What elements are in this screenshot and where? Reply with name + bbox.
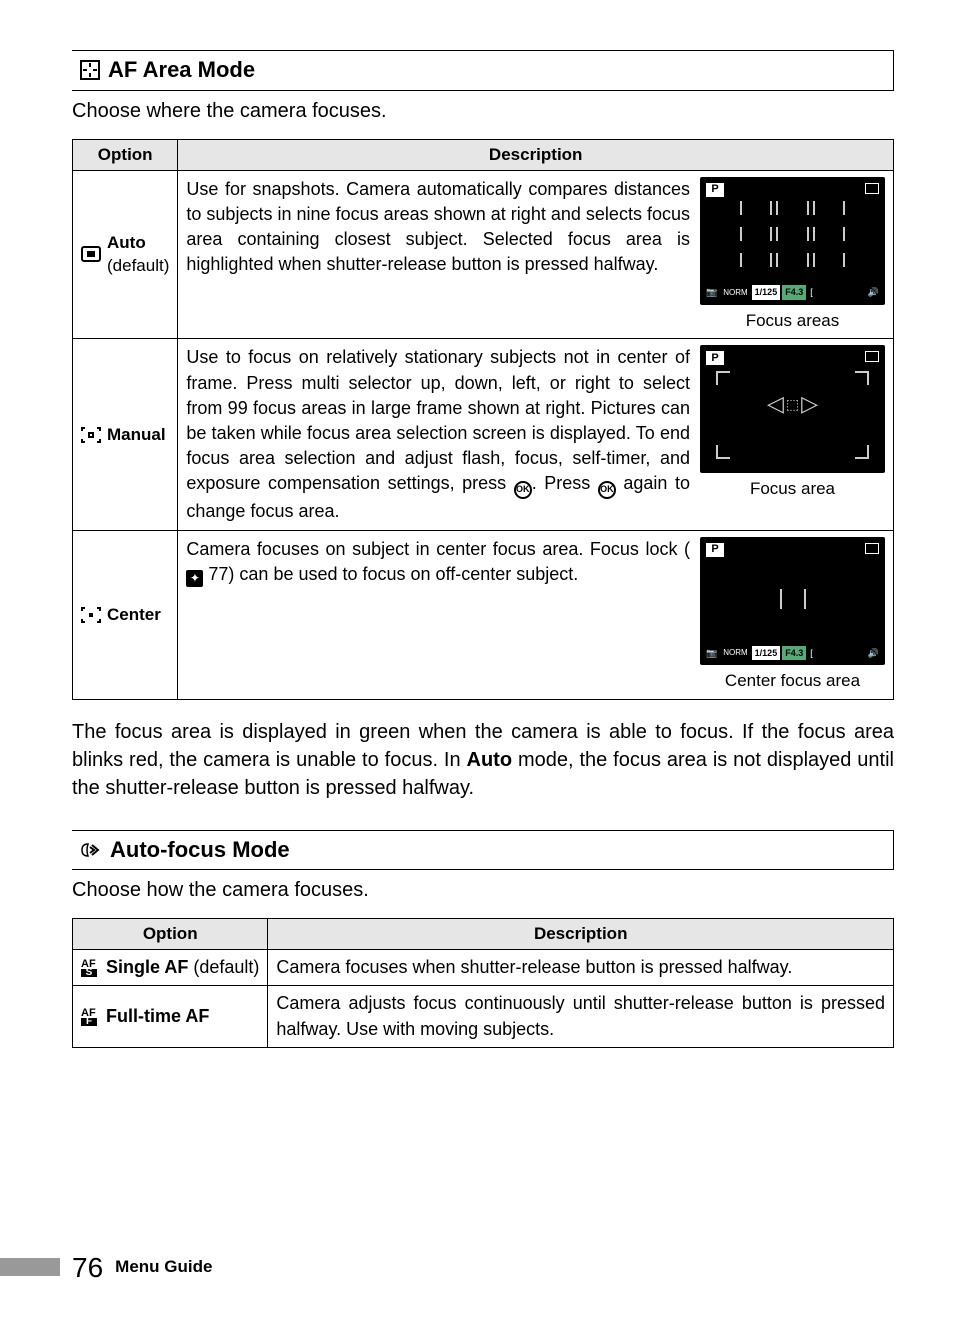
- fulltime-af-icon: AF F: [81, 1009, 97, 1026]
- multi-selector-icon: ◁⬚▷: [767, 389, 818, 420]
- aperture-value: F4.3: [782, 285, 806, 300]
- section-subtitle: Choose how the camera focuses.: [72, 876, 894, 904]
- option-label: Center: [107, 603, 161, 627]
- aperture-value: F4.3: [782, 646, 806, 661]
- mode-p-badge: P: [706, 351, 724, 365]
- footer-title: Menu Guide: [115, 1255, 212, 1279]
- af-area-icon: [80, 60, 100, 80]
- camera-icon: [865, 543, 879, 554]
- thumb-caption: Center focus area: [725, 671, 860, 690]
- mode-p-badge: P: [706, 183, 724, 197]
- footer-tab: [0, 1258, 60, 1276]
- af-area-mode-table: Option Description Auto (default): [72, 139, 894, 700]
- focus-area-paragraph: The focus area is displayed in green whe…: [72, 718, 894, 802]
- table-row: Center Camera focuses on subject in cent…: [73, 530, 894, 699]
- status-bar: 📷 NORM 1/125 F4.3 [ 🔊: [704, 645, 881, 661]
- status-bar: 📷 NORM 1/125 F4.3 [ 🔊: [704, 285, 881, 301]
- single-af-icon: AF S: [81, 960, 97, 977]
- option-label: Single AF: [106, 957, 188, 977]
- thumb-caption: Focus area: [750, 479, 835, 498]
- col-description: Description: [178, 139, 894, 170]
- col-option: Option: [73, 139, 178, 170]
- nine-focus-grid: [740, 197, 845, 271]
- section-subtitle: Choose where the camera focuses.: [72, 97, 894, 125]
- center-bracket: [780, 589, 806, 609]
- auto-focus-mode-table: Option Description AF S Single AF (defau…: [72, 918, 894, 1047]
- shutter-value: 1/125: [752, 285, 781, 300]
- camera-icon: [865, 351, 879, 362]
- col-option: Option: [73, 919, 268, 950]
- af-area-mode-heading: AF Area Mode: [72, 50, 894, 91]
- page-number: 76: [72, 1248, 103, 1287]
- table-row: Manual Use to focus on relatively statio…: [73, 339, 894, 530]
- option-description: Use for snapshots. Camera automatically …: [186, 177, 690, 278]
- focus-area-thumb: P ◁⬚▷ Focus area: [700, 345, 885, 501]
- ok-button-icon: OK: [514, 481, 532, 499]
- option-description: Camera focuses when shutter-release butt…: [268, 950, 894, 986]
- autofocus-icon: [80, 841, 102, 859]
- option-description: Use to focus on relatively stationary su…: [186, 345, 690, 523]
- shutter-value: 1/125: [752, 646, 781, 661]
- auto-focus-mode-heading: Auto-focus Mode: [72, 830, 894, 871]
- col-description: Description: [268, 919, 894, 950]
- mode-p-badge: P: [706, 543, 724, 557]
- page-footer: 76 Menu Guide: [72, 1248, 894, 1287]
- center-icon: [81, 607, 101, 623]
- option-sublabel: (default): [107, 256, 169, 275]
- table-row: AF S Single AF (default) Camera focuses …: [73, 950, 894, 986]
- section-title: AF Area Mode: [108, 55, 255, 86]
- camera-icon: [865, 183, 879, 194]
- center-focus-thumb: P 📷 NORM 1/125 F4.3 [ 🔊: [700, 537, 885, 693]
- table-row: AF F Full-time AF Camera adjusts focus c…: [73, 986, 894, 1047]
- option-label: Manual: [107, 423, 166, 447]
- option-label: Full-time AF: [106, 1006, 209, 1026]
- auto-icon: [81, 246, 101, 262]
- table-row: Auto (default) Use for snapshots. Camera…: [73, 170, 894, 339]
- focus-areas-thumb: P 📷 NORM 1/125 F4.3: [700, 177, 885, 333]
- option-description: Camera adjusts focus continuously until …: [268, 986, 894, 1047]
- page-ref-icon: ✦: [186, 570, 203, 587]
- option-description: Camera focuses on subject in center focu…: [186, 537, 690, 587]
- ok-button-icon: OK: [598, 481, 616, 499]
- section-title: Auto-focus Mode: [110, 835, 290, 866]
- option-sublabel: (default): [188, 957, 259, 977]
- manual-icon: [81, 427, 101, 443]
- thumb-caption: Focus areas: [746, 311, 840, 330]
- option-label: Auto: [107, 233, 146, 252]
